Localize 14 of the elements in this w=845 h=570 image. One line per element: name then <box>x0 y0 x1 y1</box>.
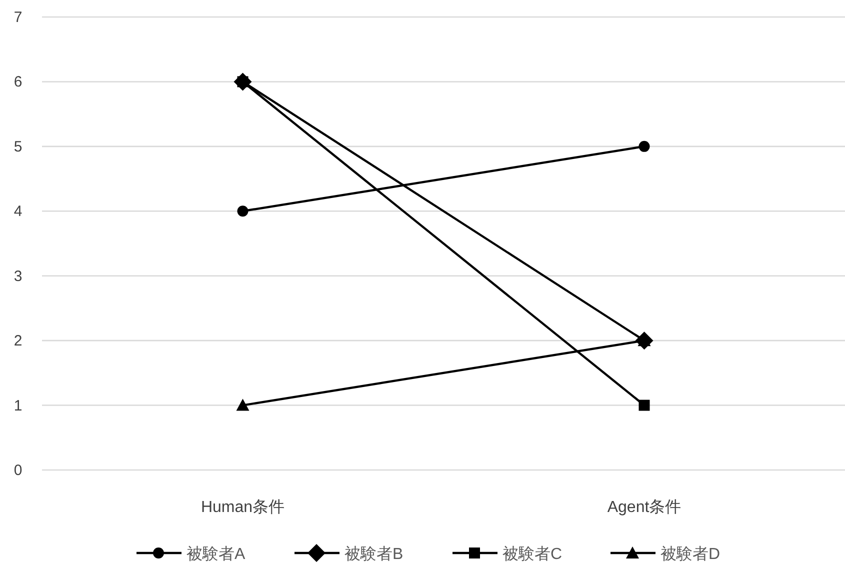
legend-label: 被験者B <box>344 545 404 563</box>
y-tick-label: 3 <box>14 268 22 285</box>
x-tick-label: Agent条件 <box>607 499 682 516</box>
y-tick-label: 6 <box>14 74 22 91</box>
legend-label: 被験者A <box>186 545 246 563</box>
x-tick-label: Human条件 <box>200 499 285 516</box>
y-tick-label: 4 <box>14 203 22 220</box>
y-tick-label: 2 <box>14 332 22 350</box>
y-tick-label: 1 <box>14 397 22 414</box>
legend-label: 被験者C <box>502 545 562 563</box>
y-tick-label: 7 <box>14 9 22 26</box>
y-tick-label: 5 <box>14 138 22 156</box>
y-tick-label: 0 <box>14 462 22 479</box>
legend-label: 被験者D <box>660 545 720 563</box>
